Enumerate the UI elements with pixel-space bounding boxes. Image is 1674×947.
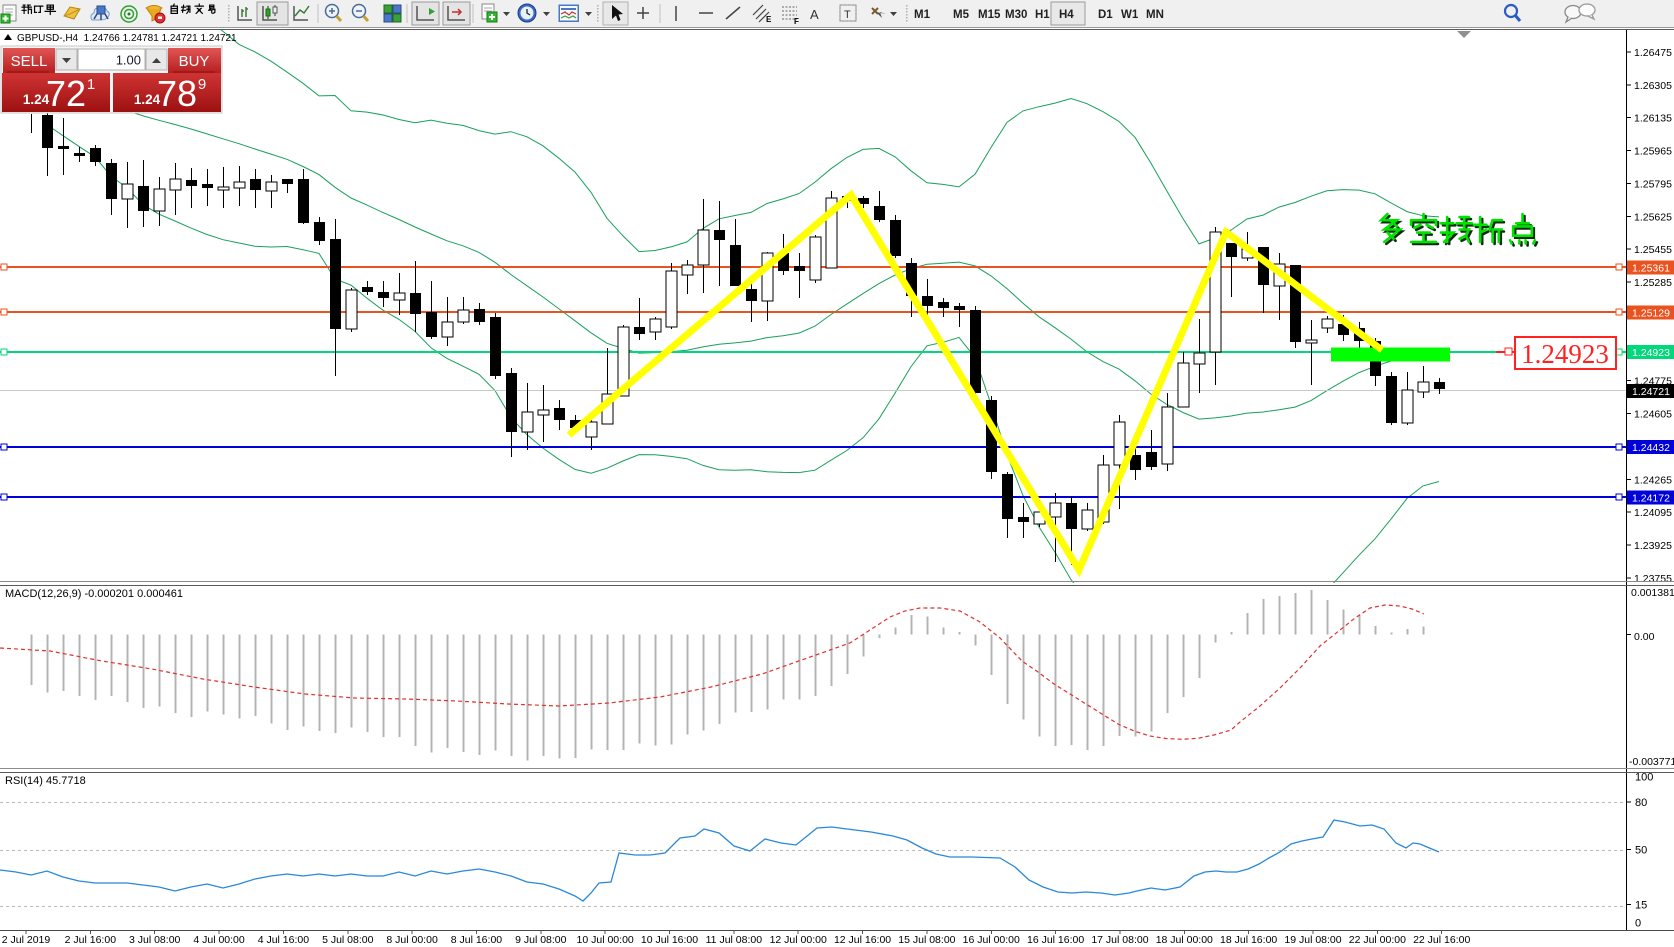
svg-text:1.25455: 1.25455 (1634, 244, 1672, 256)
svg-text:H1: H1 (1035, 9, 1050, 21)
svg-text:8 Jul 16:00: 8 Jul 16:00 (451, 934, 503, 946)
svg-text:RSI(14) 45.7718: RSI(14) 45.7718 (5, 775, 86, 787)
svg-text:15 Jul 08:00: 15 Jul 08:00 (898, 934, 955, 946)
svg-text:18 Jul 00:00: 18 Jul 00:00 (1156, 934, 1213, 946)
svg-text:M5: M5 (953, 9, 970, 21)
svg-text:H4: H4 (1059, 9, 1074, 21)
svg-text:1.24923: 1.24923 (1632, 347, 1670, 359)
svg-text:M1: M1 (914, 9, 931, 21)
svg-text:1.25361: 1.25361 (1632, 262, 1670, 274)
svg-text:1.25625: 1.25625 (1634, 211, 1672, 223)
svg-text:2 Jul 16:00: 2 Jul 16:00 (65, 934, 117, 946)
svg-text:D1: D1 (1098, 9, 1113, 21)
svg-text:SELL: SELL (11, 53, 48, 70)
svg-text:1.24172: 1.24172 (1632, 492, 1670, 504)
svg-text:1.24923: 1.24923 (1521, 339, 1609, 369)
svg-text:1.26135: 1.26135 (1634, 113, 1672, 125)
svg-text:1.25795: 1.25795 (1634, 178, 1672, 190)
svg-text:E: E (766, 15, 772, 24)
svg-text:18 Jul 16:00: 18 Jul 16:00 (1220, 934, 1277, 946)
svg-text:12 Jul 00:00: 12 Jul 00:00 (770, 934, 827, 946)
svg-text:1.24265: 1.24265 (1634, 474, 1672, 486)
svg-text:16 Jul 00:00: 16 Jul 00:00 (963, 934, 1020, 946)
svg-text:M30: M30 (1005, 9, 1027, 21)
svg-text:17 Jul 08:00: 17 Jul 08:00 (1091, 934, 1148, 946)
svg-text:T: T (844, 9, 851, 21)
svg-text:4 Jul 00:00: 4 Jul 00:00 (193, 934, 245, 946)
svg-text:0: 0 (1635, 918, 1641, 930)
svg-text:MN: MN (1146, 9, 1164, 21)
svg-text:1.24095: 1.24095 (1634, 507, 1672, 519)
svg-text:1: 1 (87, 76, 95, 93)
svg-text:3 Jul 08:00: 3 Jul 08:00 (129, 934, 181, 946)
svg-text:1.24721: 1.24721 (1632, 386, 1670, 398)
svg-text:1.25285: 1.25285 (1634, 277, 1672, 289)
svg-text:1.23755: 1.23755 (1634, 573, 1672, 585)
svg-text:19 Jul 08:00: 19 Jul 08:00 (1284, 934, 1341, 946)
svg-text:1.24: 1.24 (23, 92, 50, 107)
svg-text:1.25129: 1.25129 (1632, 307, 1670, 319)
svg-text:11 Jul 08:00: 11 Jul 08:00 (706, 934, 763, 946)
svg-text:12 Jul 16:00: 12 Jul 16:00 (834, 934, 891, 946)
svg-text:1.26305: 1.26305 (1634, 80, 1672, 92)
svg-text:A: A (810, 7, 819, 22)
svg-text:M15: M15 (978, 9, 1001, 21)
svg-text:5 Jul 08:00: 5 Jul 08:00 (322, 934, 374, 946)
svg-text:1.24: 1.24 (134, 92, 161, 107)
svg-text:1.23925: 1.23925 (1634, 540, 1672, 552)
svg-text:1.00: 1.00 (116, 53, 141, 68)
svg-text:10 Jul 00:00: 10 Jul 00:00 (577, 934, 634, 946)
svg-text:MACD(12,26,9) -0.000201 0.0004: MACD(12,26,9) -0.000201 0.000461 (5, 588, 183, 600)
svg-text:1.24432: 1.24432 (1632, 442, 1670, 454)
svg-text:0.00: 0.00 (1634, 631, 1655, 643)
svg-text:1.24605: 1.24605 (1634, 409, 1672, 421)
svg-text:16 Jul 16:00: 16 Jul 16:00 (1027, 934, 1084, 946)
svg-text:22 Jul 00:00: 22 Jul 00:00 (1349, 934, 1406, 946)
svg-text:2 Jul 2019: 2 Jul 2019 (2, 934, 51, 946)
svg-text:1.26475: 1.26475 (1634, 47, 1672, 59)
svg-text:8 Jul 00:00: 8 Jul 00:00 (386, 934, 438, 946)
svg-text:72: 72 (46, 73, 86, 114)
svg-text:10 Jul 16:00: 10 Jul 16:00 (641, 934, 698, 946)
svg-text:80: 80 (1635, 797, 1647, 809)
svg-text:1.25965: 1.25965 (1634, 146, 1672, 158)
svg-text:W1: W1 (1121, 9, 1139, 21)
svg-text:-0.003771: -0.003771 (1629, 756, 1674, 768)
svg-text:9 Jul 08:00: 9 Jul 08:00 (515, 934, 567, 946)
svg-text:BUY: BUY (179, 53, 210, 70)
svg-text:22 Jul 16:00: 22 Jul 16:00 (1413, 934, 1470, 946)
svg-text:50: 50 (1635, 845, 1647, 857)
svg-text:15: 15 (1635, 900, 1647, 912)
svg-text:9: 9 (198, 76, 206, 93)
svg-text:78: 78 (157, 73, 197, 114)
svg-text:100: 100 (1635, 772, 1653, 784)
svg-text:4 Jul 16:00: 4 Jul 16:00 (258, 934, 310, 946)
svg-text:F: F (794, 17, 799, 26)
svg-text:GBPUSD-,H4 1.24766 1.24781 1.: GBPUSD-,H4 1.24766 1.24781 1.24721 1.247… (17, 33, 237, 44)
svg-text:0.001381: 0.001381 (1631, 587, 1674, 599)
